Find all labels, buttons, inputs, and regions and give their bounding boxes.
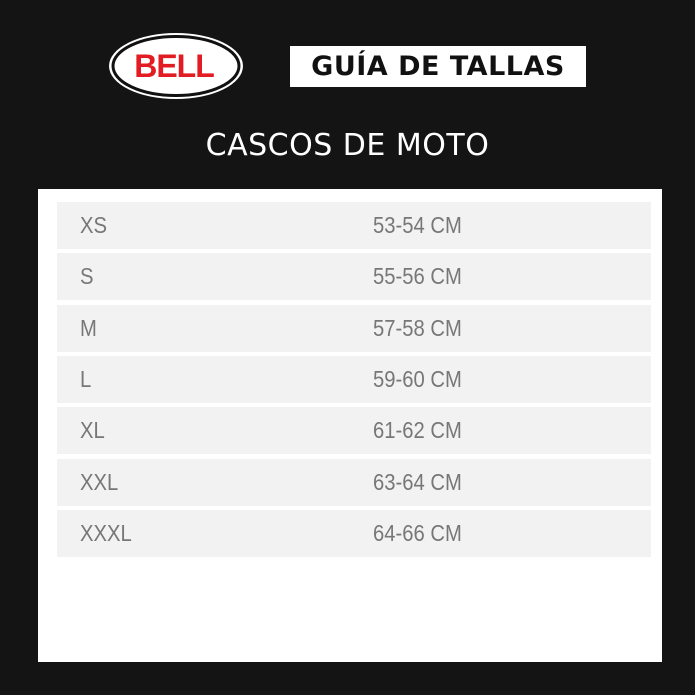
size-label: L — [80, 365, 92, 392]
size-table: XS 53-54 CM S 55-56 CM M 57-58 CM L 59-60 CM XL 6… — [38, 189, 662, 662]
size-range: 57-58 CM — [373, 314, 462, 341]
title-box: GUÍA DE TALLAS — [290, 46, 586, 87]
size-range: 64-66 CM — [373, 519, 462, 546]
size-label: XS — [80, 212, 108, 238]
size-range: 61-62 CM — [373, 417, 462, 444]
subtitle: CASCOS DE MOTO — [205, 128, 490, 163]
size-label: S — [80, 263, 94, 290]
table-row: S 55-56 CM — [57, 253, 651, 301]
size-label: XXXL — [80, 519, 132, 546]
table-row: XXL 63-64 CM — [57, 458, 651, 506]
table-row: XS 53-54 CM — [57, 202, 651, 249]
table-row: XXXL 64-66 CM — [57, 509, 651, 557]
size-range: 55-56 CM — [373, 263, 462, 290]
svg-text:BELL: BELL — [134, 48, 214, 84]
size-label: XXL — [80, 468, 119, 495]
table-row: M 57-58 CM — [57, 304, 651, 352]
size-label: M — [80, 314, 97, 341]
size-range: 63-64 CM — [373, 468, 462, 495]
table-row: XL 61-62 CM — [57, 407, 651, 455]
size-range: 53-54 CM — [373, 212, 462, 238]
bell-logo: BELL — [109, 33, 243, 99]
size-label: XL — [80, 417, 105, 444]
size-range: 59-60 CM — [373, 365, 462, 392]
table-row: L 59-60 CM — [57, 355, 651, 403]
page-title: GUÍA DE TALLAS — [311, 51, 565, 82]
